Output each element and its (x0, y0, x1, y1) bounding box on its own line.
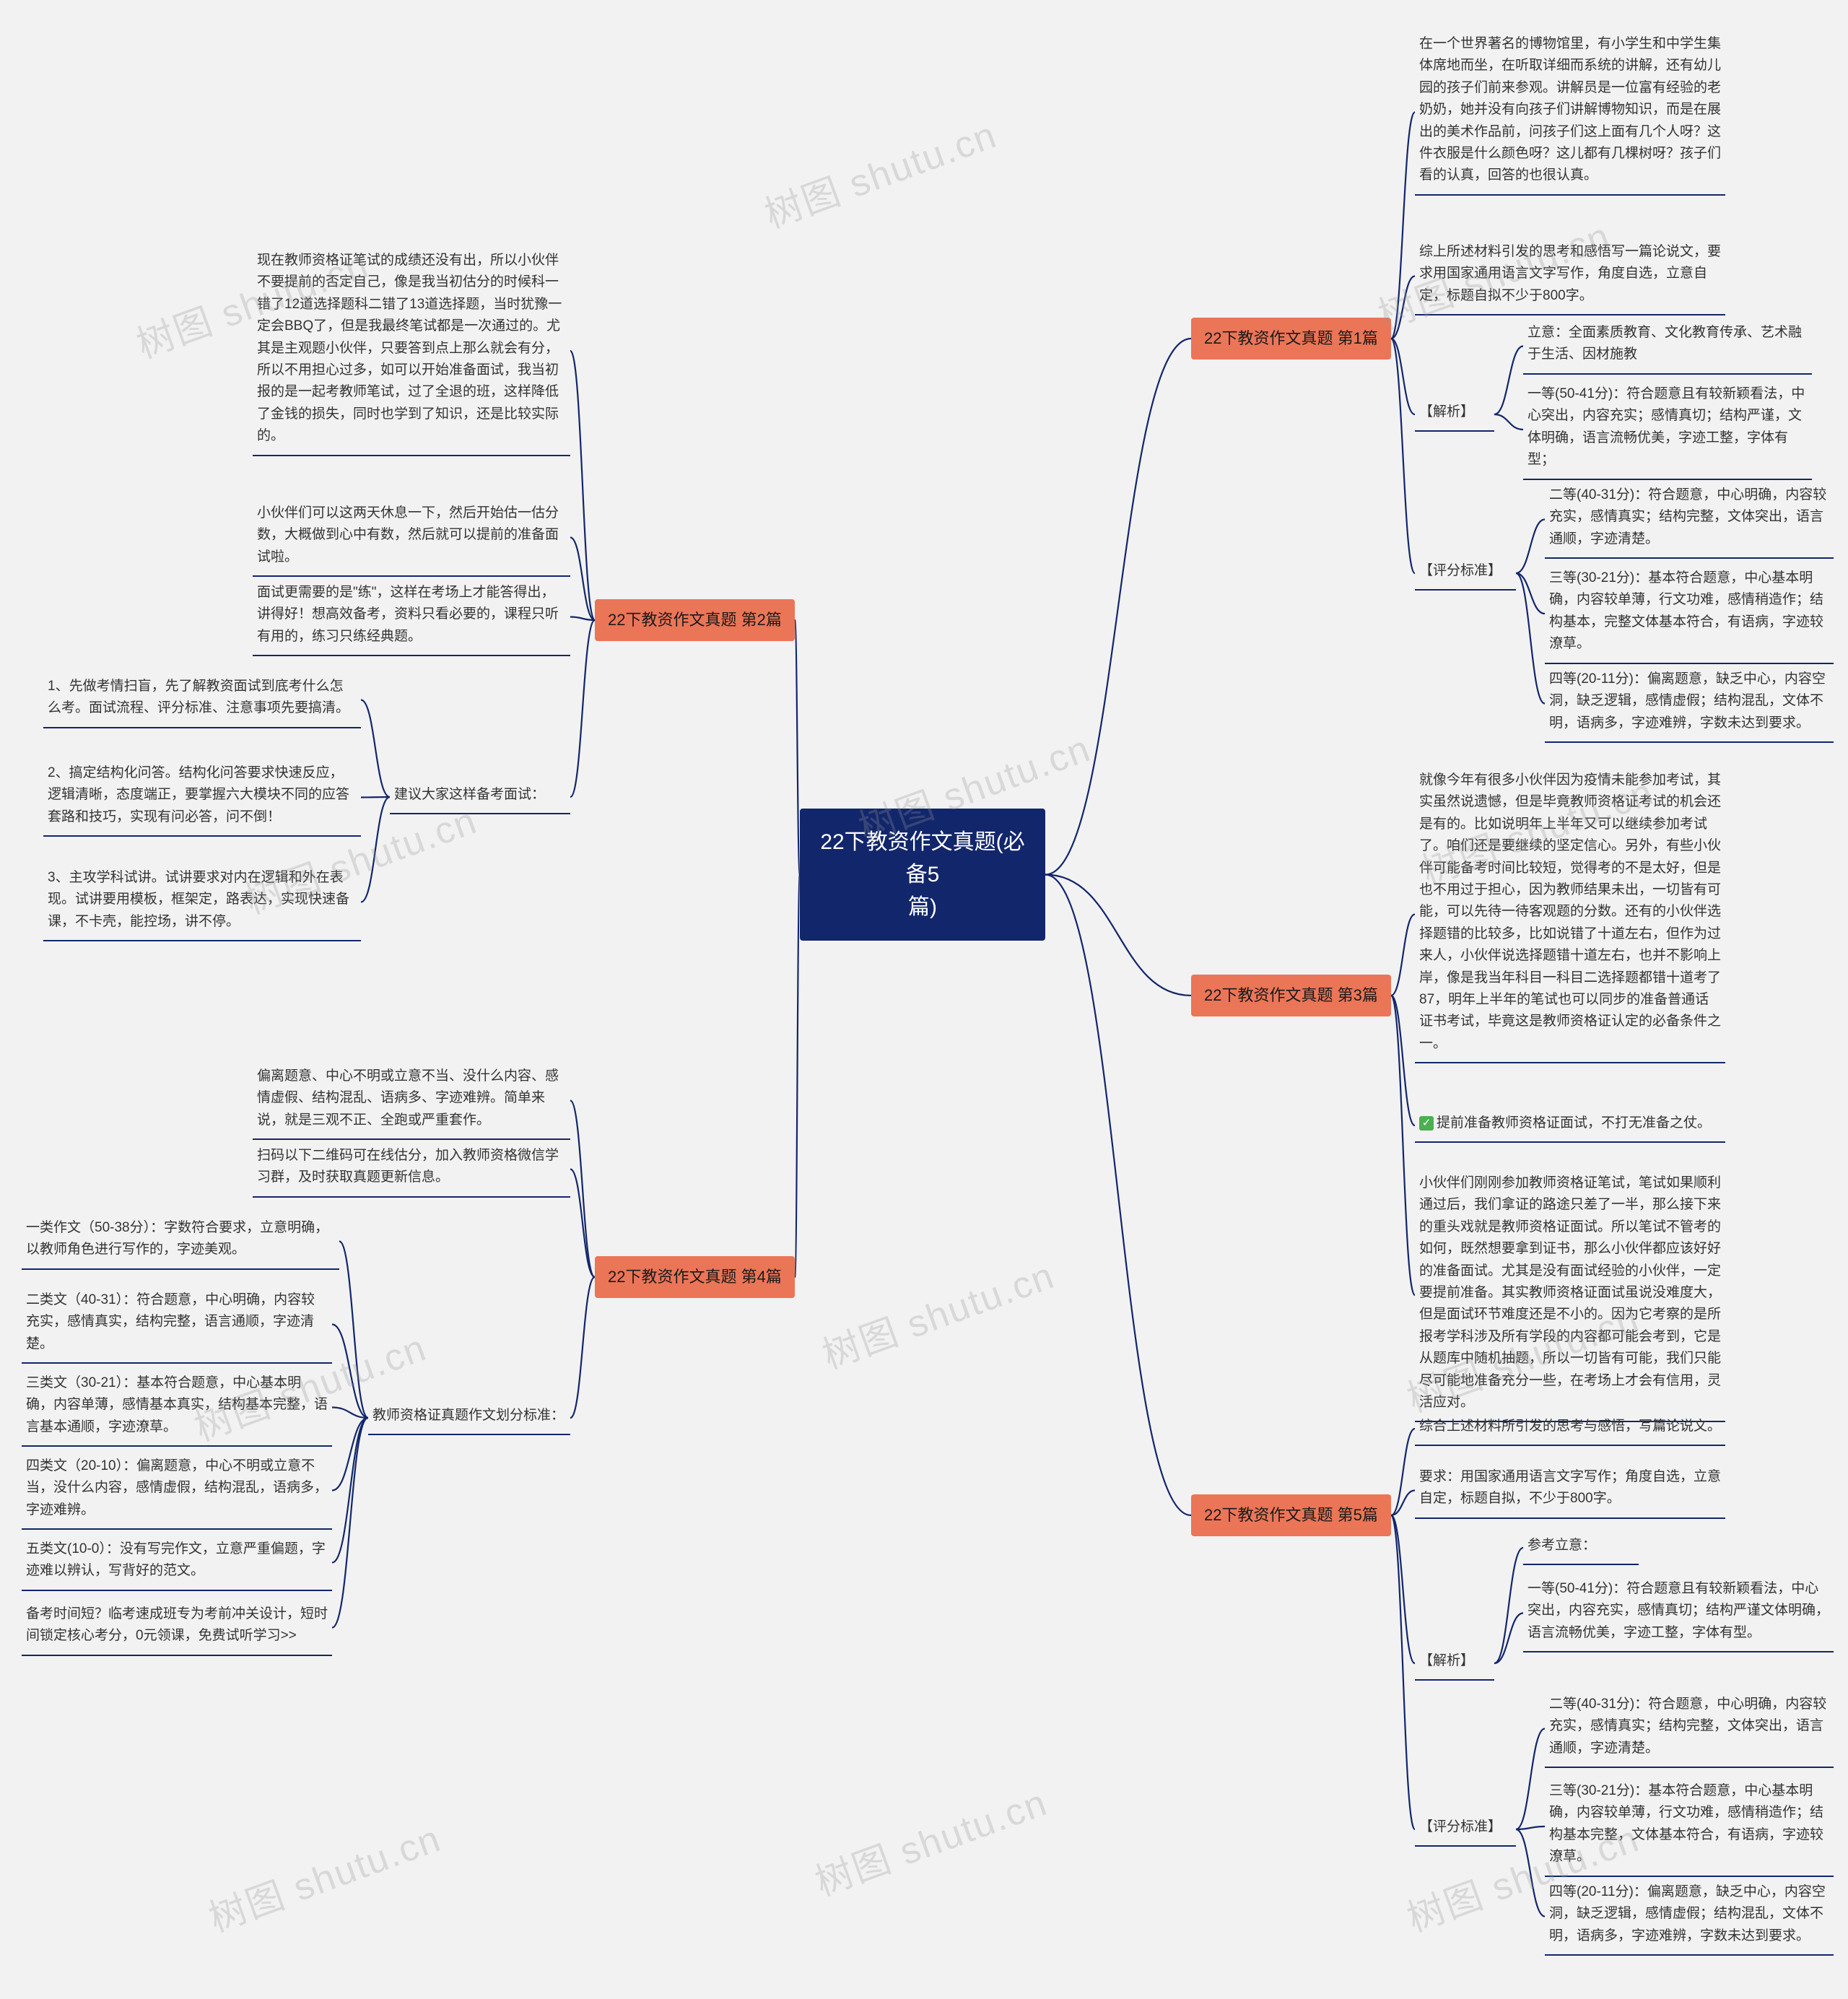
b5-leaf-1: 综合上述材料所引发的思考与感悟，写篇论说文。 (1415, 1411, 1725, 1446)
b5-criteria-label: 【评分标准】 (1415, 1812, 1516, 1847)
b1-analysis-b: 一等(50-41分)：符合题意且有较新颖看法，中心突出，内容充实；感情真切；结构… (1523, 379, 1812, 480)
branch-4-label: 22下教资作文真题 第4篇 (608, 1268, 782, 1286)
watermark: 树图 shutu.cn (756, 105, 1003, 239)
text: 综合上述材料所引发的思考与感悟，写篇论说文。 (1419, 1419, 1721, 1434)
b5-analysis-b: 一等(50-41分)：符合题意且有较新颖看法，中心突出，内容充实，感情真切；结构… (1523, 1574, 1834, 1652)
text: 3、主攻学科试讲。试讲要求对内在逻辑和外在表现。试讲要用模板，框架定，路表达，实… (48, 870, 349, 929)
b2-leaf-2: 小伙伴们可以这两天休息一下，然后开始估一估分数，大概做到心中有数，然后就可以提前… (253, 498, 570, 577)
text: 偏离题意、中心不明或立意不当、没什么内容、感情虚假、结构混乱、语病多、字迹难辨。… (257, 1068, 559, 1128)
text: 建议大家这样备考面试： (394, 787, 545, 802)
text: 面试更需要的是"练"，这样在考场上才能答得出，讲得好！想高效备考，资料只看必要的… (257, 585, 559, 644)
b4-tier-2: 二类文（40-31）：符合题意，中心明确，内容较充实，感情真实，结构完整，语言通… (22, 1285, 332, 1364)
text: 【评分标准】 (1419, 1819, 1502, 1834)
b2-step-1: 1、先做考情扫盲，先了解教资面试到底考什么怎么考。面试流程、评分标准、注意事项先… (43, 671, 361, 728)
text: 【解析】 (1419, 404, 1474, 419)
text: 三等(30-21分)：基本符合题意，中心基本明确，内容较单薄，行文功难，感情稍造… (1549, 570, 1823, 651)
b3-leaf-2: ✓提前准备教师资格证面试，不打无准备之仗。 (1415, 1108, 1725, 1143)
text: 【评分标准】 (1419, 563, 1502, 578)
text: 【解析】 (1419, 1653, 1474, 1668)
text: 立意：全面素质教育、文化教育传承、艺术融于生活、因材施教 (1527, 325, 1802, 362)
b2-step-3: 3、主攻学科试讲。试讲要求对内在逻辑和外在表现。试讲要用模板，框架定，路表达，实… (43, 863, 361, 941)
b2-subhead: 建议大家这样备考面试： (390, 780, 570, 814)
b4-leaf-1: 偏离题意、中心不明或立意不当、没什么内容、感情虚假、结构混乱、语病多、字迹难辨。… (253, 1061, 570, 1140)
check-icon: ✓ (1419, 1116, 1434, 1131)
text: 二类文（40-31）：符合题意，中心明确，内容较充实，感情真实，结构完整，语言通… (26, 1292, 315, 1351)
branch-5-label: 22下教资作文真题 第5篇 (1204, 1506, 1378, 1524)
branch-1-label: 22下教资作文真题 第1篇 (1204, 329, 1378, 347)
b5-analysis-label: 【解析】 (1415, 1646, 1494, 1681)
b2-leaf-1: 现在教师资格证笔试的成绩还没有出，所以小伙伴不要提前的否定自己，像是我当初估分的… (253, 245, 570, 456)
text: 四类文（20-10）：偏离题意，中心不明或立意不当，没什么内容，感情虚假，结构混… (26, 1458, 328, 1517)
b1-analysis-label: 【解析】 (1415, 397, 1494, 432)
b4-tier-5: 五类文(10-0）：没有写完作文，立意严重偏题，字迹难以辨认，写背好的范文。 (22, 1534, 332, 1591)
b3-leaf-3: 小伙伴们刚刚参加教师资格证笔试，笔试如果顺利通过后，我们拿证的路途只差了一半，那… (1415, 1168, 1725, 1422)
b1-analysis-a: 立意：全面素质教育、文化教育传承、艺术融于生活、因材施教 (1523, 318, 1812, 375)
text: 2、搞定结构化问答。结构化问答要求快速反应，逻辑清晰，态度端正，要掌握六大模块不… (48, 765, 349, 824)
b2-leaf-3: 面试更需要的是"练"，这样在考场上才能答得出，讲得好！想高效备考，资料只看必要的… (253, 578, 570, 656)
b5-criteria-a: 二等(40-31分)：符合题意，中心明确，内容较充实，感情真实；结构完整，文体突… (1545, 1689, 1834, 1768)
text: 二等(40-31分)：符合题意，中心明确，内容较充实，感情真实；结构完整，文体突… (1549, 487, 1826, 546)
text: 一等(50-41分)：符合题意且有较新颖看法，中心突出，内容充实；感情真切；结构… (1527, 386, 1805, 467)
b5-criteria-b: 三等(30-21分)：基本符合题意，中心基本明确，内容较单薄，行文功难，感情稍造… (1545, 1776, 1834, 1877)
branch-1[interactable]: 22下教资作文真题 第1篇 (1191, 318, 1391, 360)
branch-3[interactable]: 22下教资作文真题 第3篇 (1191, 975, 1391, 1016)
b5-leaf-2: 要求：用国家通用语言文字写作；角度自选，立意自定，标题自拟，不少于800字。 (1415, 1462, 1725, 1519)
text: 提前准备教师资格证面试，不打无准备之仗。 (1437, 1115, 1711, 1131)
text: 三类文（30-21）：基本符合题意，中心基本明确，内容单薄，感情基本真实，结构基… (26, 1375, 328, 1434)
b4-subhead: 教师资格证真题作文划分标准： (368, 1401, 570, 1435)
text: 参考立意： (1527, 1538, 1596, 1553)
text: 小伙伴们可以这两天休息一下，然后开始估一估分数，大概做到心中有数，然后就可以提前… (257, 505, 559, 565)
b1-criteria-label: 【评分标准】 (1415, 556, 1516, 591)
text: 要求：用国家通用语言文字写作；角度自选，立意自定，标题自拟，不少于800字。 (1419, 1469, 1721, 1506)
b4-tier-6: 备考时间短？临考速成班专为考前冲关设计，短时间锁定核心考分，0元领课，免费试听学… (22, 1599, 332, 1656)
b1-leaf-2: 综上所述材料引发的思考和感悟写一篇论说文，要求用国家通用语言文字写作，角度自选，… (1415, 237, 1725, 315)
text: 教师资格证真题作文划分标准： (372, 1408, 565, 1423)
b3-leaf-1: 就像今年有很多小伙伴因为疫情未能参加考试，其实虽然说遗憾，但是毕竟教师资格证考试… (1415, 765, 1725, 1063)
b1-criteria-c: 四等(20-11分)：偏离题意，缺乏中心，内容空洞，缺乏逻辑，感情虚假；结构混乱… (1545, 664, 1834, 743)
text: 扫码以下二维码可在线估分，加入教师资格微信学习群，及时获取真题更新信息。 (257, 1148, 559, 1185)
watermark: 树图 shutu.cn (806, 1772, 1053, 1907)
text: 现在教师资格证笔试的成绩还没有出，所以小伙伴不要提前的否定自己，像是我当初估分的… (257, 253, 562, 443)
b1-criteria-b: 三等(30-21分)：基本符合题意，中心基本明确，内容较单薄，行文功难，感情稍造… (1545, 563, 1834, 664)
branch-5[interactable]: 22下教资作文真题 第5篇 (1191, 1494, 1391, 1536)
root-node: 22下教资作文真题(必备5篇) (800, 809, 1045, 941)
text: 四等(20-11分)：偏离题意，缺乏中心，内容空洞，缺乏逻辑，感情虚假；结构混乱… (1549, 1884, 1826, 1943)
b4-tier-4: 四类文（20-10）：偏离题意，中心不明或立意不当，没什么内容，感情虚假，结构混… (22, 1451, 332, 1530)
b4-leaf-2: 扫码以下二维码可在线估分，加入教师资格微信学习群，及时获取真题更新信息。 (253, 1141, 570, 1198)
b1-leaf-1: 在一个世界著名的博物馆里，有小学生和中学生集体席地而坐，在听取详细而系统的讲解，… (1415, 29, 1725, 196)
watermark: 树图 shutu.cn (200, 1808, 447, 1943)
b2-step-2: 2、搞定结构化问答。结构化问答要求快速反应，逻辑清晰，态度端正，要掌握六大模块不… (43, 758, 361, 837)
watermark: 树图 shutu.cn (814, 1245, 1060, 1380)
branch-3-label: 22下教资作文真题 第3篇 (1204, 986, 1378, 1004)
text: 三等(30-21分)：基本符合题意，中心基本明确，内容较单薄，行文功难，感情稍造… (1549, 1783, 1823, 1864)
branch-4[interactable]: 22下教资作文真题 第4篇 (595, 1256, 795, 1298)
b4-tier-3: 三类文（30-21）：基本符合题意，中心基本明确，内容单薄，感情基本真实，结构基… (22, 1368, 332, 1447)
text: 二等(40-31分)：符合题意，中心明确，内容较充实，感情真实；结构完整，文体突… (1549, 1697, 1826, 1756)
text: 综上所述材料引发的思考和感悟写一篇论说文，要求用国家通用语言文字写作，角度自选，… (1419, 244, 1721, 303)
branch-2[interactable]: 22下教资作文真题 第2篇 (595, 599, 795, 641)
b5-criteria-c: 四等(20-11分)：偏离题意，缺乏中心，内容空洞，缺乏逻辑，感情虚假；结构混乱… (1545, 1877, 1834, 1956)
text: 四等(20-11分)：偏离题意，缺乏中心，内容空洞，缺乏逻辑，感情虚假；结构混乱… (1549, 671, 1826, 731)
text: 一等(50-41分)：符合题意且有较新颖看法，中心突出，内容充实，感情真切；结构… (1527, 1581, 1829, 1640)
text: 五类文(10-0）：没有写完作文，立意严重偏题，字迹难以辨认，写背好的范文。 (26, 1541, 326, 1578)
b1-criteria-a: 二等(40-31分)：符合题意，中心明确，内容较充实，感情真实；结构完整，文体突… (1545, 480, 1834, 559)
text: 一类作文（50-38分）：字数符合要求，立意明确，以教师角色进行写作的，字迹美观… (26, 1220, 328, 1257)
b5-analysis-a: 参考立意： (1523, 1530, 1639, 1565)
branch-2-label: 22下教资作文真题 第2篇 (608, 611, 782, 629)
text: 小伙伴们刚刚参加教师资格证笔试，笔试如果顺利通过后，我们拿证的路途只差了一半，那… (1419, 1175, 1721, 1410)
text: 备考时间短？临考速成班专为考前冲关设计，短时间锁定核心考分，0元领课，免费试听学… (26, 1606, 328, 1643)
b4-tier-1: 一类作文（50-38分）：字数符合要求，立意明确，以教师角色进行写作的，字迹美观… (22, 1213, 339, 1270)
text: 1、先做考情扫盲，先了解教资面试到底考什么怎么考。面试流程、评分标准、注意事项先… (48, 679, 349, 715)
text: 就像今年有很多小伙伴因为疫情未能参加考试，其实虽然说遗憾，但是毕竟教师资格证考试… (1419, 772, 1721, 1051)
text: 在一个世界著名的博物馆里，有小学生和中学生集体席地而坐，在听取详细而系统的讲解，… (1419, 36, 1721, 183)
root-text: 22下教资作文真题(必备5篇) (820, 830, 1024, 919)
